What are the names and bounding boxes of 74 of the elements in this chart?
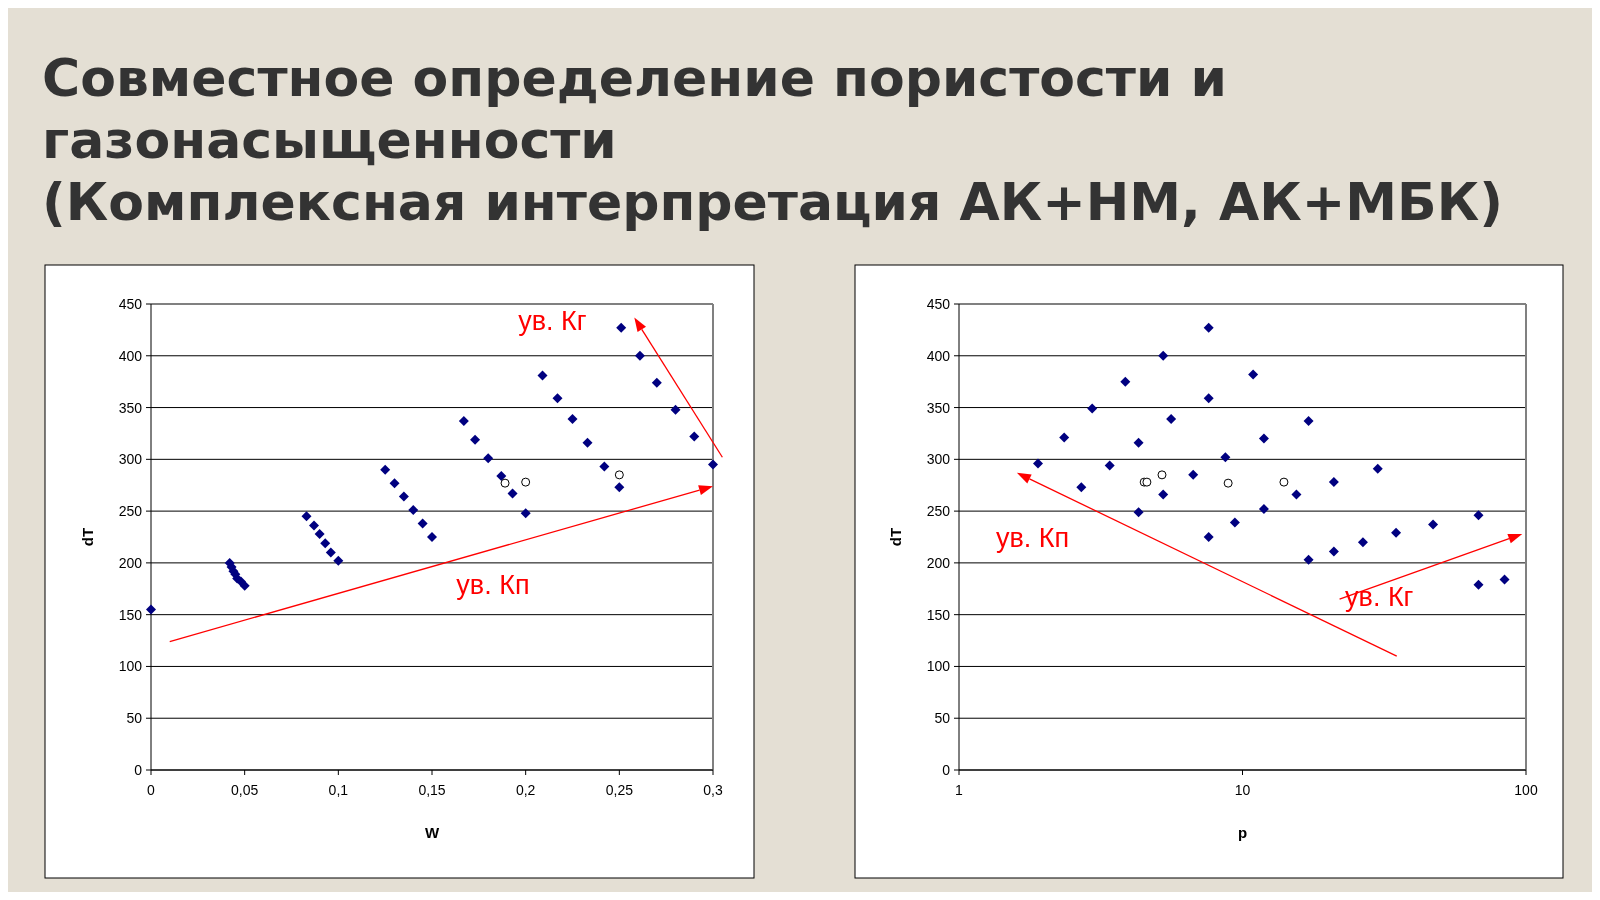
- chart-title: Совместное определение пористости и газонасыщенности (Комплексная интерпретация АК+НМ, АК+МБК): [42, 48, 1503, 232]
- annotation: ув. Кп: [456, 569, 530, 600]
- y-tick-label: 300: [118, 451, 143, 468]
- y-tick-label: 250: [118, 503, 143, 520]
- point: [507, 488, 518, 499]
- x-tick-label: 0,1: [328, 782, 349, 798]
- point: [320, 538, 331, 549]
- annotation: ув. Кг: [1345, 582, 1414, 613]
- y-tick-label: 450: [926, 296, 951, 312]
- y-tick-label: 150: [118, 606, 143, 623]
- y-tick-label: 200: [118, 554, 143, 571]
- point: [520, 508, 531, 519]
- y-tick-label: 50: [126, 710, 143, 727]
- y-tick-label: 350: [118, 399, 143, 416]
- point: [689, 431, 700, 442]
- x-tick-label: 1: [955, 782, 964, 798]
- x-tick-label: 100: [1514, 782, 1538, 798]
- x-axis-title: p: [1237, 824, 1248, 841]
- y-tick-label: 50: [934, 710, 951, 727]
- point: [325, 547, 336, 558]
- point: [582, 437, 593, 448]
- y-axis-title: dT: [79, 527, 96, 547]
- y-tick-label: 150: [926, 606, 951, 623]
- x-tick-label: 0: [147, 782, 156, 798]
- annotation: ув. Кг: [518, 305, 587, 336]
- point: [380, 464, 391, 475]
- point: [614, 470, 624, 480]
- point: [634, 350, 645, 361]
- point: [708, 459, 718, 470]
- point: [417, 518, 428, 529]
- point: [146, 604, 156, 615]
- y-axis-title: dT: [887, 527, 904, 547]
- x-tick-label: 10: [1234, 782, 1251, 798]
- annotation: ув. Кп: [995, 523, 1070, 554]
- y-tick-label: 400: [926, 347, 951, 364]
- y-tick-label: 250: [926, 503, 951, 520]
- point: [670, 404, 681, 415]
- point: [599, 461, 610, 472]
- point: [301, 511, 312, 522]
- point: [552, 393, 563, 404]
- x-tick-label: 0,2: [515, 782, 536, 798]
- y-tick-label: 300: [926, 451, 951, 468]
- point: [483, 453, 494, 464]
- point: [398, 491, 409, 502]
- point: [408, 505, 419, 516]
- y-tick-label: 450: [118, 296, 143, 312]
- point: [521, 477, 531, 487]
- x-tick-label: 0,3: [703, 782, 723, 798]
- point: [333, 555, 344, 566]
- point: [239, 580, 250, 591]
- point: [614, 482, 625, 493]
- point: [537, 370, 548, 381]
- point: [470, 434, 481, 445]
- x-axis-title: W: [424, 824, 440, 841]
- y-tick-label: 400: [118, 347, 143, 364]
- y-tick-label: 100: [118, 658, 143, 675]
- y-tick-label: 0: [942, 762, 951, 778]
- point: [458, 416, 469, 427]
- x-tick-label: 0,15: [418, 782, 446, 798]
- y-tick-label: 200: [926, 554, 951, 571]
- point: [500, 478, 510, 488]
- y-tick-label: 100: [926, 658, 951, 675]
- point: [314, 528, 325, 539]
- x-tick-label: 0,05: [231, 782, 259, 798]
- point: [389, 478, 400, 489]
- point: [651, 377, 662, 388]
- y-tick-label: 350: [926, 399, 951, 416]
- point: [616, 322, 627, 333]
- point: [567, 413, 578, 424]
- point: [308, 520, 319, 531]
- x-tick-label: 0,25: [605, 782, 634, 798]
- y-tick-label: 0: [134, 762, 143, 778]
- point: [427, 532, 437, 542]
- point: [496, 470, 507, 481]
